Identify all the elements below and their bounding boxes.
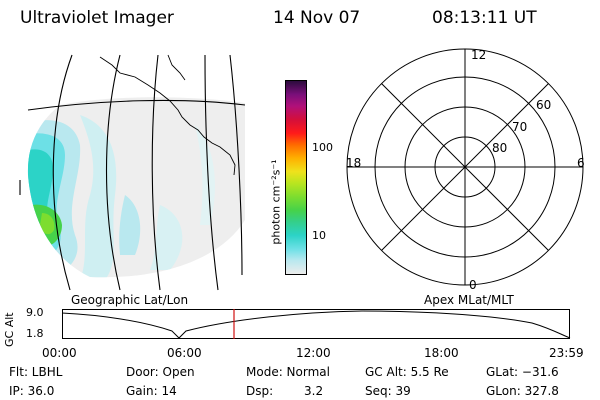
ip-value: IP: 36.0 bbox=[9, 384, 55, 398]
xtick-1800: 18:00 bbox=[424, 346, 459, 360]
filter-value: Flt: LBHL bbox=[9, 365, 63, 379]
mlat-label-70: 70 bbox=[512, 120, 528, 134]
gain-value: Gain: 14 bbox=[126, 384, 177, 398]
door-status: Door: Open bbox=[126, 365, 195, 379]
colorbar-tick-100: 100 bbox=[312, 141, 333, 154]
altitude-timeline bbox=[61, 309, 571, 339]
glon-value: GLon: 327.8 bbox=[486, 384, 559, 398]
glat-value: GLat: −31.6 bbox=[486, 365, 559, 379]
xtick-2359: 23:59 bbox=[549, 346, 584, 360]
mlt-label-0: 0 bbox=[469, 278, 477, 292]
colorbar-tick-10: 10 bbox=[312, 229, 326, 242]
mlat-label-60: 60 bbox=[536, 98, 552, 112]
altitude-ylabel: GC Alt bbox=[3, 312, 16, 347]
mlat-label-80: 80 bbox=[492, 141, 508, 155]
geographic-image bbox=[19, 54, 246, 291]
xtick-1200: 12:00 bbox=[296, 346, 331, 360]
time-label: 08:13:11 UT bbox=[432, 8, 537, 28]
aurora-emission-map bbox=[27, 97, 246, 278]
mode-value: Mode: Normal bbox=[246, 365, 330, 379]
mlt-label-6: 6 bbox=[577, 156, 585, 170]
date-label: 14 Nov 07 bbox=[273, 8, 361, 28]
mlt-label-12: 12 bbox=[471, 48, 487, 62]
xtick-0000: 00:00 bbox=[42, 346, 77, 360]
altitude-ytick-high: 9.0 bbox=[26, 306, 44, 319]
xtick-0600: 06:00 bbox=[167, 346, 202, 360]
geographic-panel-label: Geographic Lat/Lon bbox=[71, 293, 189, 307]
instrument-title: Ultraviolet Imager bbox=[20, 8, 174, 28]
colorbar-unit-label: photon cm⁻²s⁻¹ bbox=[269, 159, 283, 245]
mlt-label-18: 18 bbox=[346, 156, 362, 170]
colorbar bbox=[285, 80, 307, 275]
dsp-value: 3.2 bbox=[304, 384, 324, 398]
gc-alt-value: GC Alt: 5.5 Re bbox=[365, 365, 449, 379]
altitude-ytick-low: 1.8 bbox=[26, 327, 44, 340]
colorbar-gradient bbox=[286, 81, 306, 274]
altitude-curve bbox=[61, 310, 571, 339]
coastline bbox=[99, 56, 236, 176]
dsp-label: Dsp: bbox=[246, 384, 274, 398]
polar-diagonal-b bbox=[381, 83, 549, 251]
polar-panel-label: Apex MLat/MLT bbox=[424, 293, 514, 307]
geographic-grid bbox=[19, 54, 246, 291]
sequence-value: Seq: 39 bbox=[365, 384, 411, 398]
polar-plot bbox=[346, 48, 584, 286]
